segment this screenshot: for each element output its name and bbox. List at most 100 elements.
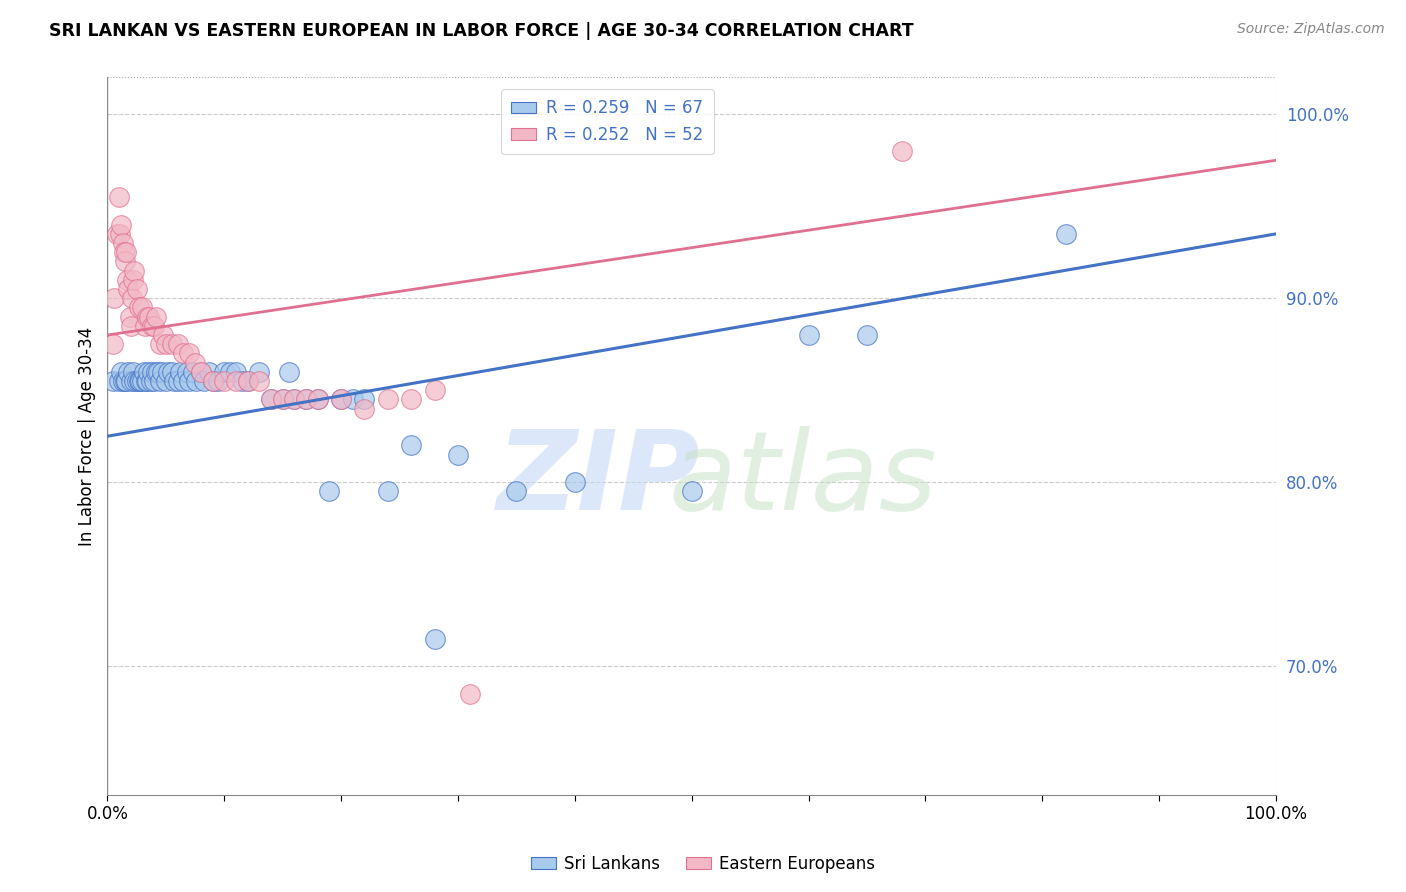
Point bbox=[114, 254, 136, 268]
Point bbox=[105, 227, 128, 241]
Point bbox=[121, 291, 143, 305]
Text: Source: ZipAtlas.com: Source: ZipAtlas.com bbox=[1237, 22, 1385, 37]
Point bbox=[160, 365, 183, 379]
Point bbox=[115, 374, 138, 388]
Point bbox=[225, 374, 247, 388]
Point bbox=[117, 365, 139, 379]
Point bbox=[155, 337, 177, 351]
Point bbox=[120, 318, 142, 333]
Point bbox=[219, 365, 242, 379]
Point bbox=[114, 374, 136, 388]
Point bbox=[307, 392, 329, 407]
Point bbox=[150, 365, 173, 379]
Point bbox=[505, 484, 527, 499]
Point bbox=[318, 484, 340, 499]
Point bbox=[138, 310, 160, 324]
Point bbox=[157, 365, 180, 379]
Text: ZIP: ZIP bbox=[496, 425, 700, 533]
Point bbox=[231, 374, 253, 388]
Point bbox=[166, 337, 188, 351]
Point bbox=[111, 374, 134, 388]
Point bbox=[110, 227, 132, 241]
Point bbox=[172, 374, 194, 388]
Point bbox=[141, 318, 163, 333]
Point bbox=[423, 384, 446, 398]
Point bbox=[186, 374, 208, 388]
Point bbox=[103, 337, 125, 351]
Point bbox=[110, 365, 132, 379]
Point bbox=[201, 374, 224, 388]
Point bbox=[190, 365, 212, 379]
Point bbox=[125, 374, 148, 388]
Text: atlas: atlas bbox=[668, 425, 936, 533]
Legend: Sri Lankans, Eastern Europeans: Sri Lankans, Eastern Europeans bbox=[524, 848, 882, 880]
Point bbox=[277, 365, 299, 379]
Point bbox=[145, 365, 167, 379]
Point bbox=[201, 374, 224, 388]
Point bbox=[128, 301, 150, 315]
Point bbox=[132, 365, 155, 379]
Point bbox=[247, 374, 270, 388]
Point bbox=[447, 448, 470, 462]
Point bbox=[564, 475, 586, 490]
Point bbox=[295, 392, 318, 407]
Point bbox=[115, 245, 138, 260]
Point bbox=[856, 328, 879, 343]
Point bbox=[179, 346, 201, 360]
Point bbox=[236, 374, 259, 388]
Point bbox=[184, 356, 207, 370]
Point bbox=[122, 273, 145, 287]
Point bbox=[145, 310, 167, 324]
Point bbox=[155, 374, 177, 388]
Text: SRI LANKAN VS EASTERN EUROPEAN IN LABOR FORCE | AGE 30-34 CORRELATION CHART: SRI LANKAN VS EASTERN EUROPEAN IN LABOR … bbox=[49, 22, 914, 40]
Point bbox=[260, 392, 283, 407]
Point bbox=[146, 365, 169, 379]
Y-axis label: In Labor Force | Age 30-34: In Labor Force | Age 30-34 bbox=[79, 326, 96, 546]
Point bbox=[260, 392, 283, 407]
Point bbox=[143, 318, 166, 333]
Point bbox=[681, 484, 703, 499]
Point bbox=[181, 365, 204, 379]
Point bbox=[108, 190, 131, 204]
Point bbox=[134, 318, 156, 333]
Point bbox=[193, 374, 215, 388]
Point bbox=[160, 337, 183, 351]
Point bbox=[283, 392, 305, 407]
Point bbox=[129, 374, 152, 388]
Point bbox=[330, 392, 353, 407]
Point bbox=[179, 374, 201, 388]
Point bbox=[122, 374, 145, 388]
Point bbox=[149, 337, 172, 351]
Point bbox=[377, 484, 399, 499]
Point bbox=[136, 310, 159, 324]
Point bbox=[212, 374, 235, 388]
Point bbox=[135, 374, 157, 388]
Point bbox=[212, 365, 235, 379]
Point bbox=[271, 392, 294, 407]
Point bbox=[891, 144, 914, 158]
Point bbox=[117, 282, 139, 296]
Point bbox=[353, 401, 375, 416]
Point bbox=[131, 301, 153, 315]
Point bbox=[176, 365, 198, 379]
Point bbox=[111, 235, 134, 250]
Point bbox=[166, 374, 188, 388]
Point bbox=[283, 392, 305, 407]
Point bbox=[169, 365, 191, 379]
Point bbox=[131, 374, 153, 388]
Point bbox=[149, 374, 172, 388]
Point bbox=[207, 374, 229, 388]
Point bbox=[120, 374, 142, 388]
Point bbox=[190, 365, 212, 379]
Point bbox=[399, 438, 422, 452]
Point bbox=[128, 374, 150, 388]
Point bbox=[236, 374, 259, 388]
Point bbox=[271, 392, 294, 407]
Point bbox=[307, 392, 329, 407]
Point bbox=[117, 273, 139, 287]
Point bbox=[247, 365, 270, 379]
Point bbox=[112, 245, 135, 260]
Point bbox=[139, 374, 162, 388]
Point bbox=[458, 687, 481, 701]
Point bbox=[141, 365, 163, 379]
